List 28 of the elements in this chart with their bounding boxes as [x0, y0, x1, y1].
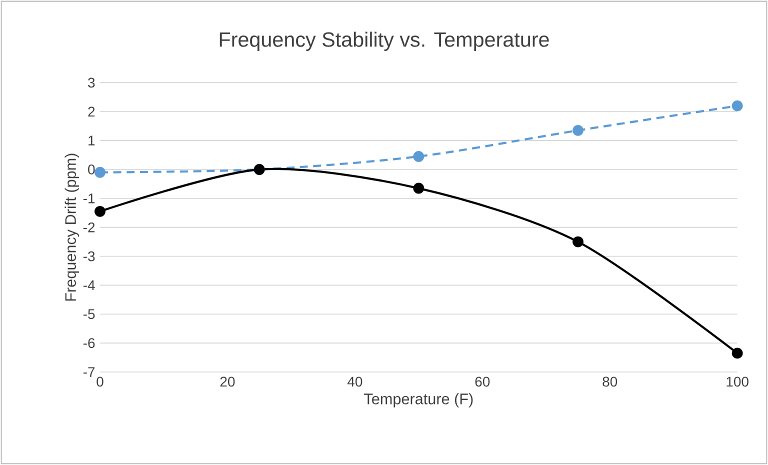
- x-tick-label: 60: [475, 376, 490, 387]
- point: [572, 236, 584, 248]
- y-tick-label: 1: [88, 136, 95, 146]
- point: [572, 124, 584, 136]
- point: [732, 348, 743, 359]
- y-tick-label: -3: [83, 251, 95, 262]
- y-tick-label: -5: [83, 309, 95, 320]
- x-tick-label: 0: [96, 376, 104, 387]
- x-tick-label: 100: [726, 376, 748, 387]
- x-tick-label: 40: [347, 376, 362, 387]
- y-tick-label: -6: [83, 338, 95, 348]
- chart-title: Frequency Stability vs. Temperature: [220, 32, 549, 51]
- y-tick-label: -7: [83, 367, 95, 377]
- y-tick-label: -4: [83, 280, 95, 290]
- point: [732, 100, 743, 112]
- y-axis-title: Frequency Drift (ppm): [64, 154, 80, 301]
- point: [94, 166, 106, 178]
- y-tick-label: 2: [88, 106, 95, 116]
- point: [413, 150, 424, 162]
- point: [413, 182, 424, 194]
- x-axis-title: Temperature (F): [364, 393, 473, 408]
- x-tick-label: 20: [220, 376, 235, 387]
- y-tick-label: -2: [83, 222, 95, 232]
- x-tick-label: 80: [602, 376, 618, 387]
- y-tick-label: 0: [88, 164, 95, 174]
- y-tick-label: -1: [83, 194, 95, 204]
- y-tick-label: 3: [88, 78, 95, 88]
- point: [94, 206, 106, 217]
